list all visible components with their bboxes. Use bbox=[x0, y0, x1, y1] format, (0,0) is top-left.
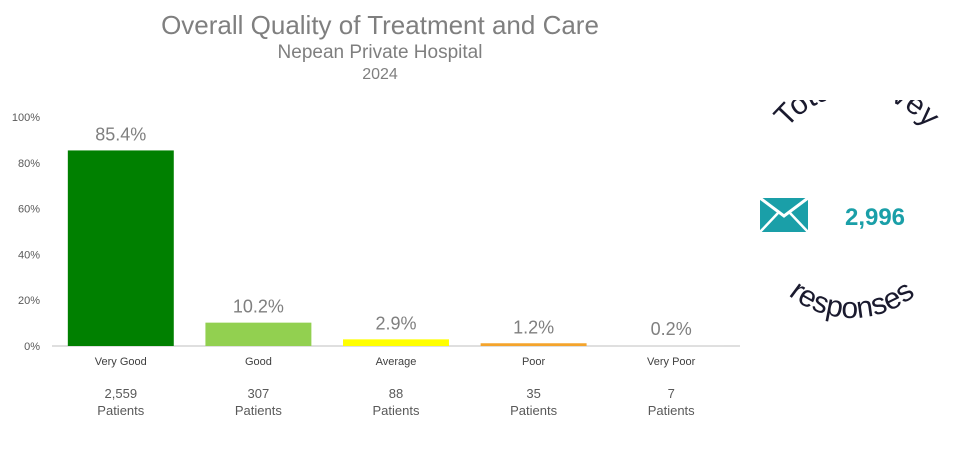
patient-count-label: Patients bbox=[97, 403, 145, 418]
patient-count: 88 Patients bbox=[336, 385, 456, 419]
survey-top-text: Total survey bbox=[768, 100, 946, 133]
patient-count: 307 Patients bbox=[198, 385, 318, 419]
data-label: 2.9% bbox=[375, 313, 416, 333]
patient-count-label: Patients bbox=[647, 403, 695, 418]
chart-subtitle: Nepean Private Hospital bbox=[277, 42, 483, 63]
y-tick-label: 80% bbox=[18, 158, 40, 170]
patient-count-number: 88 bbox=[388, 386, 404, 401]
bar bbox=[205, 322, 312, 346]
patient-count-number: 35 bbox=[526, 386, 541, 401]
bar bbox=[343, 339, 449, 346]
patient-count-number: 7 bbox=[667, 386, 675, 401]
data-label: 85.4% bbox=[95, 124, 146, 144]
bar-chart: 0% 20% 40% 60% 80% 100% 85.4% Very Good 10.2% Goo… bbox=[12, 112, 740, 368]
bar bbox=[67, 150, 174, 346]
patient-count: 7 Patients bbox=[611, 385, 731, 419]
data-label: 10.2% bbox=[233, 297, 284, 317]
y-tick-label: 0% bbox=[24, 341, 40, 353]
patient-count-label: Patients bbox=[510, 403, 558, 418]
bar bbox=[618, 345, 725, 346]
survey-bottom-text: responses bbox=[784, 274, 920, 325]
patient-count-label: Patients bbox=[372, 403, 420, 418]
chart-title: Overall Quality of Treatment and Care bbox=[161, 10, 599, 40]
data-label: 0.2% bbox=[651, 319, 692, 339]
y-tick-label: 60% bbox=[18, 204, 40, 216]
patient-count-number: 307 bbox=[247, 386, 270, 401]
patient-count-label: Patients bbox=[234, 403, 282, 418]
chart-year: 2024 bbox=[362, 66, 398, 83]
category-label: Very Good bbox=[95, 356, 147, 368]
patient-count: 35 Patients bbox=[474, 385, 594, 419]
category-label: Good bbox=[245, 356, 272, 368]
category-label: Poor bbox=[522, 356, 546, 368]
bar bbox=[480, 343, 587, 346]
patient-count: 2,559 Patients bbox=[61, 385, 181, 419]
envelope-icon bbox=[759, 196, 809, 233]
survey-badge: Total survey 2,996 responses bbox=[759, 100, 946, 325]
y-tick-label: 40% bbox=[18, 249, 40, 261]
survey-count: 2,996 bbox=[845, 204, 905, 231]
data-label: 1.2% bbox=[513, 317, 554, 337]
y-tick-label: 100% bbox=[12, 112, 40, 124]
patient-count-number: 2,559 bbox=[104, 386, 138, 401]
category-label: Very Poor bbox=[647, 356, 696, 368]
category-label: Average bbox=[376, 356, 417, 368]
y-tick-label: 20% bbox=[18, 295, 40, 307]
